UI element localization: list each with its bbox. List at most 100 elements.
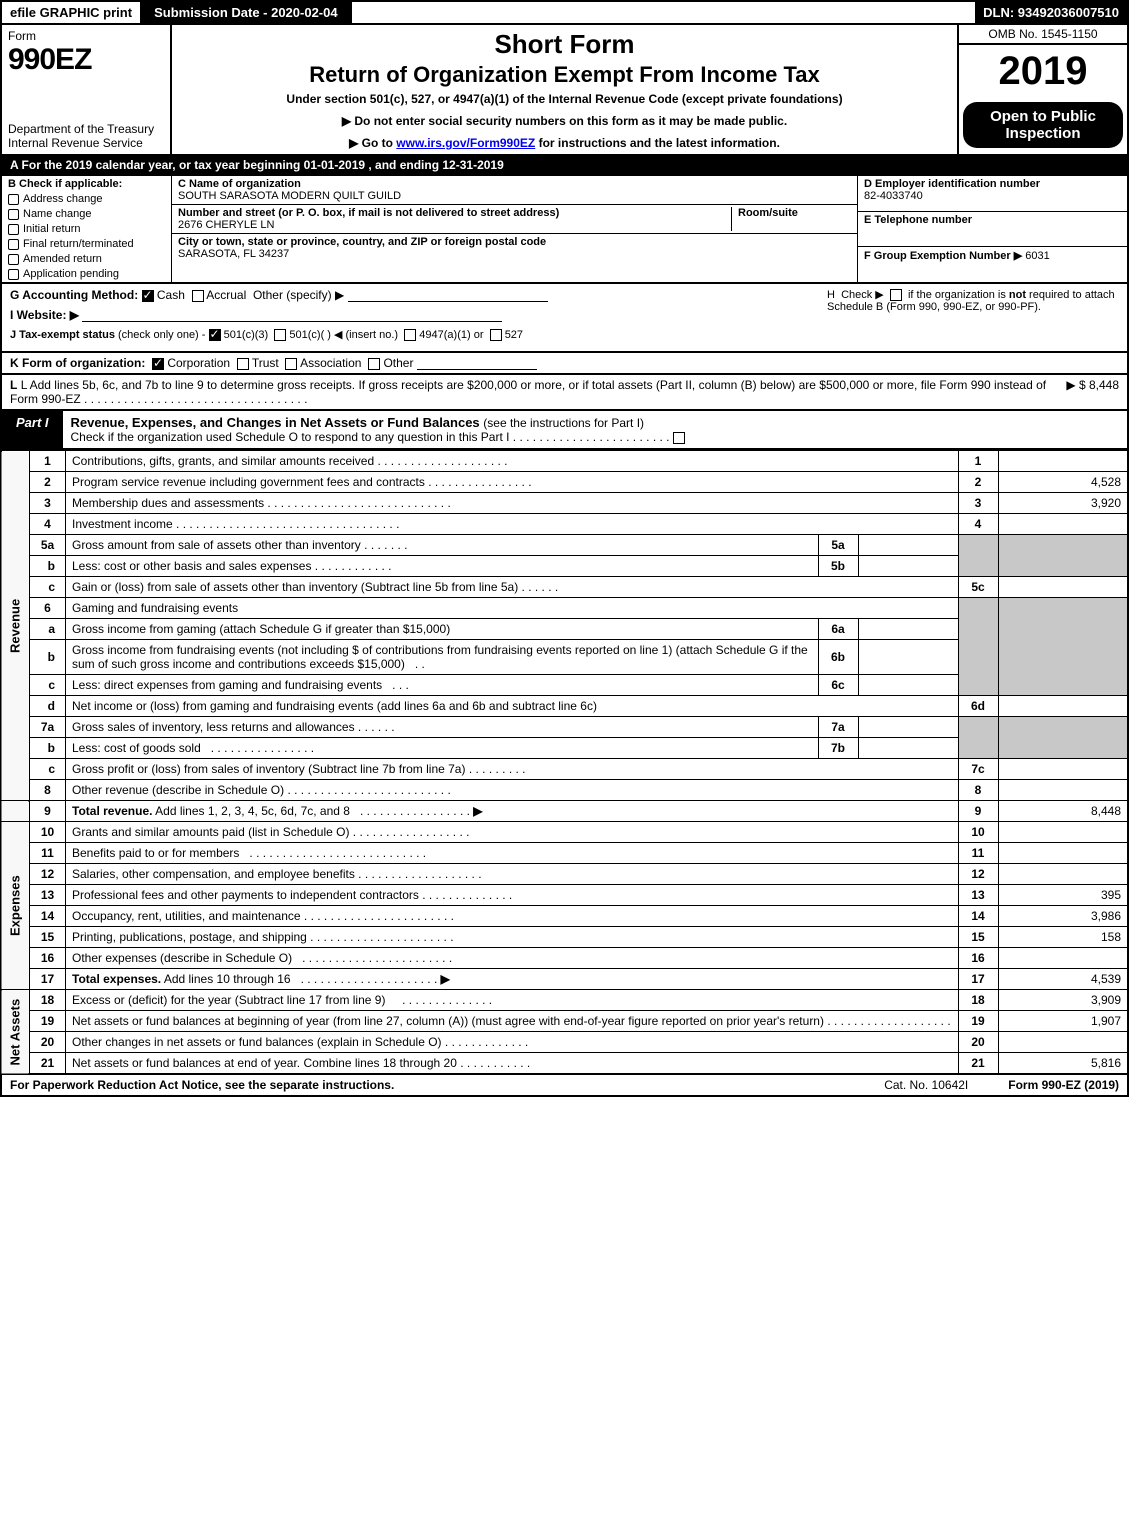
omb-number: OMB No. 1545-1150 <box>959 25 1127 45</box>
checkbox-accrual[interactable] <box>192 290 204 302</box>
ln-9-num: 9 <box>30 801 66 822</box>
ln-5c-amt <box>998 577 1128 598</box>
checkbox-other[interactable] <box>368 358 380 370</box>
ln-10-desc: Grants and similar amounts paid (list in… <box>66 822 959 843</box>
ln-9-desc: Total revenue. Add lines 1, 2, 3, 4, 5c,… <box>66 801 959 822</box>
checkbox-h[interactable] <box>890 289 902 301</box>
ln-20-desc: Other changes in net assets or fund bala… <box>66 1032 959 1053</box>
checkbox-501c3-checked[interactable] <box>209 329 221 341</box>
city-label: City or town, state or province, country… <box>178 236 546 248</box>
group-row: F Group Exemption Number ▶ 6031 <box>858 247 1127 282</box>
checkbox-cash-checked[interactable] <box>142 290 154 302</box>
l-amount: ▶ $ 8,448 <box>1066 378 1119 406</box>
instr-goto-pre: ▶ Go to <box>349 136 396 150</box>
g-other: Other (specify) ▶ <box>253 288 344 302</box>
group-label: F Group Exemption Number ▶ <box>864 250 1022 262</box>
checkbox-assoc[interactable] <box>285 358 297 370</box>
ln-7c-num: c <box>30 759 66 780</box>
efile-print-label[interactable]: efile GRAPHIC print <box>2 2 142 23</box>
ln-11-amt <box>998 843 1128 864</box>
part1-title: Revenue, Expenses, and Changes in Net As… <box>63 411 1127 448</box>
checkbox-icon <box>8 224 19 235</box>
ln-5b-num: b <box>30 556 66 577</box>
ln-7b-sub: 7b <box>818 738 858 759</box>
checkbox-527[interactable] <box>490 329 502 341</box>
g-accrual: Accrual <box>206 288 246 302</box>
ln-12-ref: 12 <box>958 864 998 885</box>
ln-11-ref: 11 <box>958 843 998 864</box>
ln-10-ref: 10 <box>958 822 998 843</box>
row-a-tax-year: A For the 2019 calendar year, or tax yea… <box>0 156 1129 176</box>
g-other-blank[interactable] <box>348 288 548 302</box>
chk-name-change[interactable]: Name change <box>8 208 165 220</box>
ln-1-amt <box>998 451 1128 472</box>
checkbox-trust[interactable] <box>237 358 249 370</box>
ln-19-num: 19 <box>30 1011 66 1032</box>
ln-6c-num: c <box>30 675 66 696</box>
ln-4-ref: 4 <box>958 514 998 535</box>
chk-label-final: Final return/terminated <box>23 238 134 250</box>
k-assoc: Association <box>300 356 361 370</box>
ln-6d-amt <box>998 696 1128 717</box>
ln-6c-val <box>858 675 958 696</box>
ln-6-shade <box>958 598 998 696</box>
open-public-badge: Open to Public Inspection <box>963 102 1123 148</box>
chk-application-pending[interactable]: Application pending <box>8 268 165 280</box>
chk-label-name: Name change <box>23 208 92 220</box>
ln-8-ref: 8 <box>958 780 998 801</box>
checkbox-icon <box>8 239 19 250</box>
ln-7c-amt <box>998 759 1128 780</box>
chk-amended-return[interactable]: Amended return <box>8 253 165 265</box>
ln-17-desc: Total expenses. Add lines 10 through 16 … <box>66 969 959 990</box>
ein: 82-4033740 <box>864 190 1121 202</box>
city: SARASOTA, FL 34237 <box>178 248 546 260</box>
website-blank[interactable] <box>82 308 502 322</box>
checkbox-501c[interactable] <box>274 329 286 341</box>
dept-line1: Department of the Treasury <box>8 122 164 136</box>
ln-20-amt <box>998 1032 1128 1053</box>
street: 2676 CHERYLE LN <box>178 219 731 231</box>
ln-20-ref: 20 <box>958 1032 998 1053</box>
ln-16-desc: Other expenses (describe in Schedule O) … <box>66 948 959 969</box>
header-left: Form 990EZ Department of the Treasury In… <box>2 25 172 154</box>
part1-tab: Part I <box>2 411 63 448</box>
chk-final-return[interactable]: Final return/terminated <box>8 238 165 250</box>
ln-9-ref: 9 <box>958 801 998 822</box>
chk-address-change[interactable]: Address change <box>8 193 165 205</box>
ln-18-ref: 18 <box>958 990 998 1011</box>
row-h: H Check ▶ if the organization is not req… <box>819 288 1119 347</box>
ln-6d-ref: 6d <box>958 696 998 717</box>
street-row: Number and street (or P. O. box, if mail… <box>172 205 857 234</box>
instr-no-ssn: ▶ Do not enter social security numbers o… <box>182 114 947 128</box>
ln-5b-val <box>858 556 958 577</box>
ln-5c-ref: 5c <box>958 577 998 598</box>
rows-g-i-j: G Accounting Method: Cash Accrual Other … <box>10 288 819 347</box>
k-other: Other <box>383 356 413 370</box>
org-name: SOUTH SARASOTA MODERN QUILT GUILD <box>178 190 401 202</box>
expenses-side-label: Expenses <box>1 822 30 990</box>
irs-link[interactable]: www.irs.gov/Form990EZ <box>396 136 535 150</box>
ln-3-amt: 3,920 <box>998 493 1128 514</box>
street-label: Number and street (or P. O. box, if mail… <box>178 207 731 219</box>
ln-7ab-shade <box>958 717 998 759</box>
ln-3-desc: Membership dues and assessments . . . . … <box>66 493 959 514</box>
room-label: Room/suite <box>738 207 851 219</box>
ln-21-num: 21 <box>30 1053 66 1075</box>
entity-block: B Check if applicable: Address change Na… <box>0 176 1129 284</box>
ln-10-amt <box>998 822 1128 843</box>
dept-line2: Internal Revenue Service <box>8 136 164 150</box>
checkbox-corp-checked[interactable] <box>152 358 164 370</box>
k-other-blank[interactable] <box>417 356 537 370</box>
checkbox-icon <box>8 209 19 220</box>
ln-15-ref: 15 <box>958 927 998 948</box>
form-header: Form 990EZ Department of the Treasury In… <box>0 25 1129 156</box>
box-d-e-f: D Employer identification number 82-4033… <box>857 176 1127 282</box>
checkbox-part1-scho[interactable] <box>673 432 685 444</box>
chk-initial-return[interactable]: Initial return <box>8 223 165 235</box>
ln-5ab-shade <box>958 535 998 577</box>
checkbox-4947[interactable] <box>404 329 416 341</box>
ln-17-amt: 4,539 <box>998 969 1128 990</box>
ln-5ab-shade-amt <box>998 535 1128 577</box>
ln-5b-sub: 5b <box>818 556 858 577</box>
chk-label-initial: Initial return <box>23 223 80 235</box>
